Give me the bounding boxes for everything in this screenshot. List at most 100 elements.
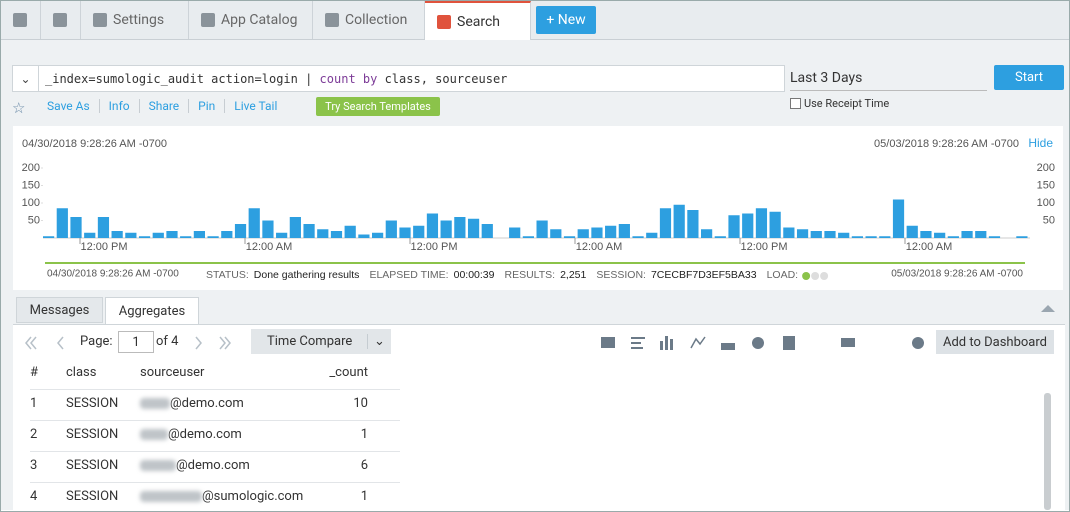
- add-dashboard-button[interactable]: Add to Dashboard: [936, 330, 1054, 354]
- search-action[interactable]: Info: [98, 99, 139, 113]
- y2-tick-label: 100: [1037, 197, 1055, 209]
- email-domain: @demo.com: [168, 427, 242, 442]
- search-actions: Save As Info Share Pin Live Tail: [38, 99, 286, 113]
- table-cell: @demo.com: [140, 427, 242, 442]
- query-text: _index=sumologic_audit action=login |: [45, 71, 320, 86]
- nav-tab[interactable]: Collection: [313, 1, 425, 39]
- bar: [605, 225, 617, 238]
- column-header[interactable]: sourceuser: [140, 365, 205, 380]
- table-cell: SESSION: [66, 458, 119, 473]
- row-separator: [30, 482, 400, 483]
- bar: [248, 208, 260, 238]
- redacted-name: [140, 398, 170, 410]
- y-tick-label: 100: [22, 197, 40, 209]
- hide-link[interactable]: Hide: [1028, 136, 1053, 150]
- row-separator: [30, 451, 400, 452]
- status-label: STATUS:: [206, 269, 249, 281]
- bar: [975, 231, 987, 238]
- bar: [303, 224, 315, 238]
- result-tab[interactable]: Messages: [16, 297, 103, 323]
- bar: [591, 227, 603, 238]
- bar: [632, 236, 644, 238]
- bar: [947, 236, 959, 238]
- bar: [317, 229, 329, 238]
- bar: [934, 232, 946, 238]
- email-domain: @demo.com: [176, 458, 250, 473]
- range-end: 05/03/2018 9:28:26 AM -0700: [874, 138, 1019, 150]
- bar: [207, 236, 219, 238]
- query-dropdown[interactable]: ⌄: [13, 66, 39, 91]
- x-tick-label: 12:00 AM: [576, 241, 622, 253]
- x-tick-label: 12:00 PM: [740, 241, 787, 253]
- y-tick-label: 50: [28, 214, 40, 226]
- result-tab[interactable]: Aggregates: [105, 297, 199, 325]
- bar: [84, 232, 96, 238]
- tab-icon: [325, 13, 339, 27]
- bar: [1016, 236, 1028, 238]
- bar: [659, 208, 672, 238]
- time-range[interactable]: Last 3 Days: [790, 66, 987, 91]
- top-bar: Settings App Catalog Collection Search: [1, 1, 1069, 41]
- nav-tab[interactable]: Search: [425, 1, 531, 41]
- bar: [289, 217, 301, 238]
- nav-tab[interactable]: App Catalog: [189, 1, 313, 39]
- bar: [138, 236, 151, 238]
- search-action[interactable]: Save As: [47, 99, 90, 113]
- start-button[interactable]: Start: [994, 65, 1064, 90]
- status-value: Done gathering results: [254, 269, 360, 281]
- search-action[interactable]: Share: [138, 99, 189, 113]
- bar: [111, 231, 123, 238]
- bar: [262, 220, 274, 238]
- bar: [536, 220, 548, 238]
- results-table: # class sourceuser _count 1 SESSION @demo.com 1…: [13, 358, 1065, 510]
- bar: [701, 229, 713, 238]
- bar: [509, 227, 521, 238]
- bar: [372, 232, 384, 238]
- status-label: RESULTS:: [504, 269, 555, 281]
- column-header[interactable]: _count: [329, 365, 368, 380]
- bar: [97, 217, 110, 238]
- checkbox[interactable]: [790, 98, 801, 109]
- new-button[interactable]: + New: [536, 6, 596, 34]
- tab-label: Collection: [345, 12, 408, 28]
- time-compare-dropdown[interactable]: ⌄: [367, 334, 385, 349]
- receipt-time[interactable]: Use Receipt Time: [790, 97, 889, 110]
- load-dot: [820, 272, 829, 280]
- column-header[interactable]: class: [66, 365, 97, 380]
- bar: [796, 229, 809, 238]
- bar: [221, 231, 233, 238]
- bar: [824, 231, 836, 238]
- bar: [961, 231, 973, 238]
- library-tab[interactable]: [41, 1, 81, 39]
- search-action[interactable]: Pin: [188, 99, 224, 113]
- nav-tab[interactable]: Settings: [81, 1, 189, 39]
- email-domain: @demo.com: [170, 396, 244, 411]
- collapse-arrow[interactable]: [1040, 302, 1056, 314]
- bar: [742, 213, 754, 238]
- table-cell: 2: [30, 427, 38, 442]
- bar: [687, 210, 699, 238]
- home-tab[interactable]: [1, 1, 41, 39]
- scrollbar[interactable]: [1044, 393, 1051, 510]
- page-count: of 4: [156, 334, 179, 349]
- bar: [125, 232, 137, 238]
- histogram: 04/30/2018 9:28:26 AM -0700 05/03/2018 9:…: [22, 136, 1055, 281]
- page-input[interactable]: 1: [118, 331, 154, 353]
- time-compare[interactable]: Time Compare ⌄: [251, 329, 391, 354]
- bar: [166, 231, 178, 238]
- load-dot: [811, 272, 820, 280]
- folder-icon: [53, 13, 67, 27]
- table-cell: 10: [353, 396, 368, 411]
- bar: [577, 229, 589, 238]
- page-label: Page:: [80, 334, 113, 349]
- templates-button[interactable]: Try Search Templates: [316, 97, 440, 116]
- receipt-label: Use Receipt Time: [804, 97, 890, 110]
- x-tick-label: 12:00 AM: [906, 241, 952, 253]
- favorite-star[interactable]: ☆: [12, 99, 26, 117]
- bar: [344, 225, 356, 238]
- query-box[interactable]: ⌄ _index=sumologic_audit action=login | …: [12, 65, 785, 92]
- bar: [714, 236, 726, 238]
- x-tick-label: 12:00 AM: [246, 241, 292, 253]
- search-action[interactable]: Live Tail: [224, 99, 286, 113]
- column-header[interactable]: #: [30, 365, 39, 380]
